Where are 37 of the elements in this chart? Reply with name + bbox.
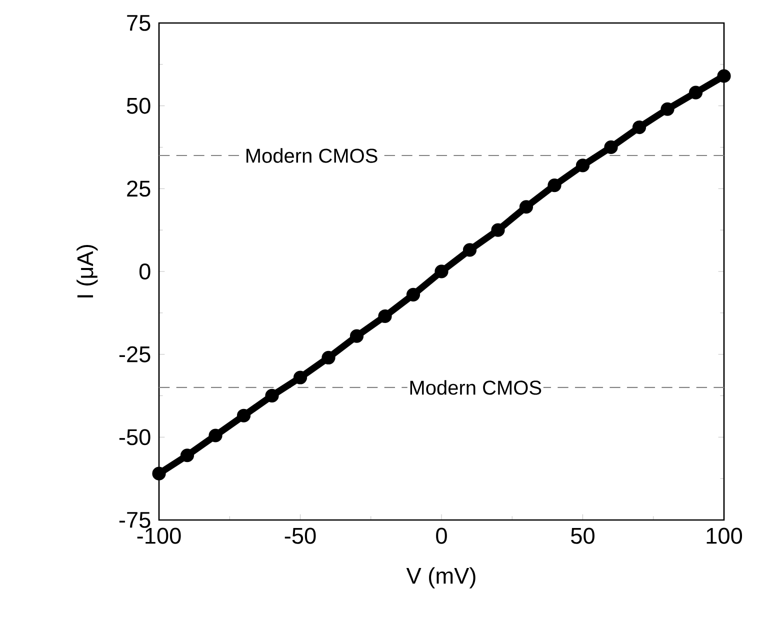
point [717,69,731,83]
ref-line-label: Modern CMOS [246,148,378,163]
x-tick-label: 50 [571,528,594,544]
point [491,223,505,237]
point [660,102,674,116]
y-tick-label: 0 [139,263,150,280]
point [208,428,222,442]
x-tick-label: 100 [706,528,742,544]
y-tick-label: -75 [119,512,150,528]
y-tick-label: 25 [127,180,150,197]
point [604,140,618,154]
x-tick-label: -100 [137,528,181,544]
point [462,243,477,257]
y-tick-label: -25 [119,346,150,362]
y-tick-label: 75 [127,15,150,31]
point [548,178,562,192]
point [180,448,194,462]
point [688,86,703,100]
point [576,158,590,172]
point [322,350,336,364]
y-axis-title: I (μA) [76,244,98,298]
y-tick-label: -50 [119,429,150,446]
point [519,200,534,214]
point [406,288,420,302]
point [152,466,166,480]
point [236,408,251,422]
point [293,370,308,384]
y-tick-label: 50 [126,98,150,114]
point [265,388,279,403]
x-tick-label: -50 [284,528,316,544]
point [632,120,646,134]
ref-line-label: Modern CMOS [410,380,542,395]
x-axis-title: V (mV) [406,567,476,588]
point [350,329,364,343]
point [378,309,392,324]
x-tick-label: 0 [436,528,447,544]
point [434,264,448,278]
